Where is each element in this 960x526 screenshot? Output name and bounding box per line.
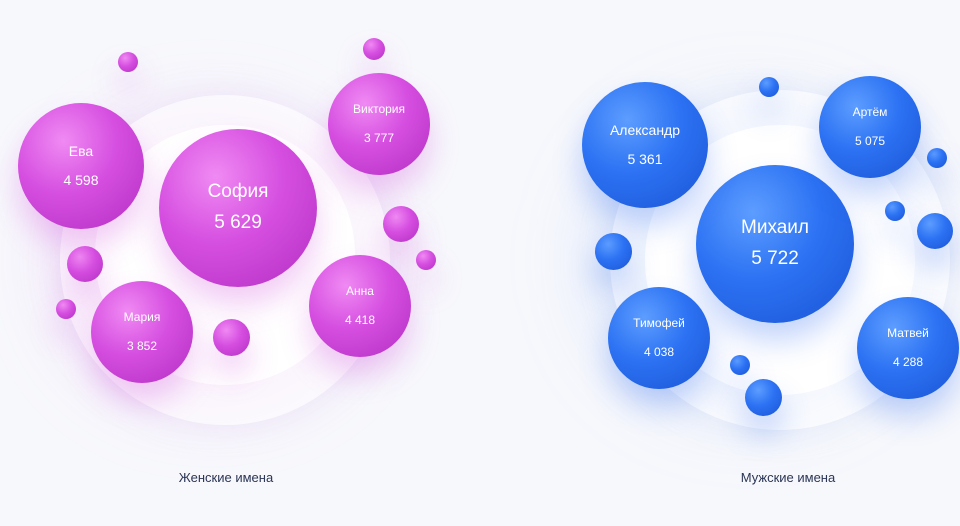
decorative-bubble <box>67 246 103 282</box>
bubble-matvei-value: 4 288 <box>892 355 924 369</box>
male-names-chart: Михаил 5 722 Александр 5 361 Артём 5 075… <box>480 0 960 526</box>
decorative-bubble <box>416 250 436 270</box>
female-names-chart: София 5 629 Ева 4 598 Виктория 3 777 Мар… <box>18 38 436 485</box>
decorative-bubble <box>213 319 250 356</box>
decorative-bubble <box>927 148 947 168</box>
bubble-timofei: Тимофей 4 038 <box>608 287 710 389</box>
female-chart-title: Женские имена <box>178 470 274 485</box>
decorative-bubble <box>917 213 953 249</box>
decorative-bubble <box>745 379 782 416</box>
decorative-bubble <box>730 355 750 375</box>
bubble-timofei-name: Тимофей <box>633 315 685 330</box>
bubble-anna: Анна 4 418 <box>309 255 411 357</box>
bubble-artyom: Артём 5 075 <box>819 76 921 178</box>
bubble-eva: Ева 4 598 <box>18 103 144 229</box>
bubble-eva-name: Ева <box>68 142 94 159</box>
male-chart-title: Мужские имена <box>740 470 836 485</box>
bubble-aleksandr-value: 5 361 <box>627 151 663 167</box>
decorative-bubble <box>885 201 905 221</box>
bubble-anna-value: 4 418 <box>344 313 376 327</box>
decorative-bubble <box>118 52 138 72</box>
bubble-viktoriya: Виктория 3 777 <box>328 73 430 175</box>
bubble-mariya-value: 3 852 <box>126 339 158 353</box>
bubble-eva-value: 4 598 <box>63 172 99 188</box>
bubble-viktoriya-value: 3 777 <box>363 131 395 145</box>
bubble-sofia-value: 5 629 <box>214 212 262 233</box>
bubble-aleksandr: Александр 5 361 <box>582 82 708 208</box>
decorative-bubble <box>595 233 632 270</box>
bubble-mariya: Мария 3 852 <box>91 281 193 383</box>
bubble-artyom-value: 5 075 <box>854 134 886 148</box>
bubble-mikhail-name: Михаил <box>741 217 809 239</box>
bubble-anna-name: Анна <box>346 283 374 298</box>
bubble-matvei: Матвей 4 288 <box>857 297 959 399</box>
bubble-sofia-name: София <box>207 181 269 203</box>
decorative-bubble <box>363 38 385 60</box>
bubble-mikhail: Михаил 5 722 <box>696 165 854 323</box>
bubble-aleksandr-name: Александр <box>609 121 681 138</box>
bubble-matvei-name: Матвей <box>887 325 929 340</box>
bubble-artyom-name: Артём <box>852 104 888 119</box>
decorative-bubble <box>383 206 419 242</box>
bubble-viktoriya-name: Виктория <box>352 101 405 116</box>
decorative-bubble <box>56 299 76 319</box>
bubble-mikhail-value: 5 722 <box>751 248 799 269</box>
bubble-sofia: София 5 629 <box>159 129 317 287</box>
bubble-mariya-name: Мария <box>123 309 161 324</box>
decorative-bubble <box>759 77 779 97</box>
bubble-timofei-value: 4 038 <box>643 345 675 359</box>
